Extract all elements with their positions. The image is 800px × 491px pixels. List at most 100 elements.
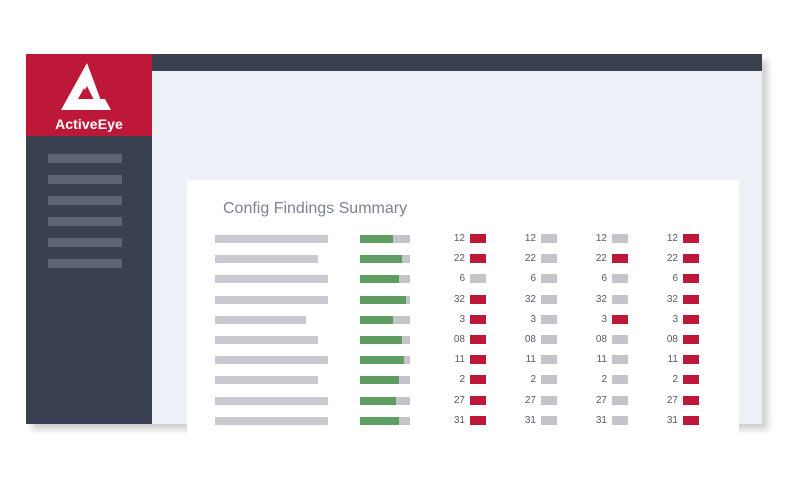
finding-cell[interactable]: 22 [619,253,699,265]
finding-count: 6 [530,273,536,285]
finding-count: 22 [453,253,465,265]
finding-cell[interactable]: 22 [548,253,628,265]
finding-cell[interactable]: 32 [619,294,699,306]
alert-flag-red [470,234,486,243]
finding-cell[interactable]: 3 [548,314,628,326]
table-row[interactable]: 32 32 32 32 [187,294,739,314]
sidebar-nav-item[interactable] [48,259,122,268]
finding-cell[interactable]: 08 [477,334,557,346]
status-flag-grey [612,294,628,304]
finding-count: 31 [453,414,465,426]
finding-cell[interactable]: 3 [406,314,486,326]
finding-cell[interactable]: 32 [406,294,486,306]
status-flag-grey [612,375,628,385]
finding-count: 2 [459,374,465,386]
finding-cell[interactable]: 31 [477,415,557,427]
alert-flag-red [470,395,486,405]
compliance-progress-bar [360,295,410,304]
compliance-progress-bar [360,275,410,284]
finding-cell[interactable]: 2 [619,374,699,386]
table-row[interactable]: 12 12 12 12 [187,233,739,253]
finding-count: 32 [453,293,465,305]
table-row[interactable]: 11 11 11 11 [187,354,739,374]
alert-flag-red [470,415,486,425]
compliance-progress-bar [360,376,410,385]
finding-cell[interactable]: 12 [477,233,557,245]
finding-cell[interactable]: 27 [548,395,628,407]
findings-table: 12 12 12 12 22 22 22 22 6 6 6 6 32 32 32 32 3 3 3 3 08 08 08 08… [187,233,739,435]
progress-fill [360,356,404,365]
sidebar-nav-item[interactable] [48,154,122,163]
finding-cell[interactable]: 11 [406,354,486,366]
finding-cell[interactable]: 11 [548,354,628,366]
finding-cell[interactable]: 22 [477,253,557,265]
finding-count: 3 [672,313,678,325]
finding-count: 08 [453,333,465,345]
table-row[interactable]: 3 3 3 3 [187,314,739,334]
finding-cell[interactable]: 2 [548,374,628,386]
status-flag-grey [541,254,557,264]
finding-cell[interactable]: 11 [477,354,557,366]
finding-cell[interactable]: 3 [477,314,557,326]
finding-count: 12 [453,233,465,244]
finding-cell[interactable]: 11 [619,354,699,366]
finding-cell[interactable]: 32 [477,294,557,306]
finding-cell[interactable]: 27 [406,395,486,407]
finding-cell[interactable]: 2 [477,374,557,386]
sidebar-nav-item[interactable] [48,238,122,247]
finding-cell[interactable]: 6 [619,273,699,285]
status-flag-grey [541,294,557,304]
row-label-placeholder [215,255,318,264]
table-row[interactable]: 08 08 08 08 [187,334,739,354]
compliance-progress-bar [360,335,410,344]
progress-fill [360,315,393,324]
finding-cell[interactable]: 6 [548,273,628,285]
logo[interactable]: ActiveEye [26,54,152,136]
finding-count: 27 [453,394,465,406]
alert-flag-red [612,314,628,324]
finding-cell[interactable]: 22 [406,253,486,265]
status-flag-grey [612,395,628,405]
finding-cell[interactable]: 08 [406,334,486,346]
compliance-progress-bar [360,235,410,243]
finding-cell[interactable]: 31 [619,415,699,427]
finding-cell[interactable]: 27 [619,395,699,407]
table-row[interactable]: 31 31 31 31 [187,415,739,435]
finding-cell[interactable]: 32 [548,294,628,306]
alert-flag-red [683,274,699,284]
sidebar-nav-item[interactable] [48,196,122,205]
finding-count: 11 [454,354,465,366]
compliance-progress-bar [360,396,410,405]
finding-cell[interactable]: 12 [548,233,628,245]
sidebar-nav-item[interactable] [48,175,122,184]
finding-cell[interactable]: 12 [619,233,699,245]
finding-cell[interactable]: 3 [619,314,699,326]
finding-cell[interactable]: 6 [406,273,486,285]
alert-flag-red [612,254,628,264]
sidebar-nav-item[interactable] [48,217,122,226]
table-row[interactable]: 2 2 2 2 [187,374,739,394]
finding-cell[interactable]: 31 [406,415,486,427]
table-row[interactable]: 27 27 27 27 [187,395,739,415]
finding-count: 08 [524,333,536,345]
finding-cell[interactable]: 12 [406,233,486,245]
status-flag-grey [612,334,628,344]
table-row[interactable]: 22 22 22 22 [187,253,739,273]
finding-count: 11 [667,354,678,366]
status-flag-grey [541,334,557,344]
finding-cell[interactable]: 2 [406,374,486,386]
alert-flag-red [470,314,486,324]
table-row[interactable]: 6 6 6 6 [187,273,739,293]
finding-cell[interactable]: 27 [477,395,557,407]
finding-count: 2 [672,374,678,386]
row-label-placeholder [215,356,328,365]
alert-flag-red [683,234,699,243]
finding-count: 3 [459,313,465,325]
finding-count: 22 [666,253,678,265]
status-flag-grey [612,415,628,425]
finding-cell[interactable]: 08 [619,334,699,346]
finding-cell[interactable]: 6 [477,273,557,285]
finding-cell[interactable]: 08 [548,334,628,346]
finding-cell[interactable]: 31 [548,415,628,427]
status-flag-grey [541,415,557,425]
